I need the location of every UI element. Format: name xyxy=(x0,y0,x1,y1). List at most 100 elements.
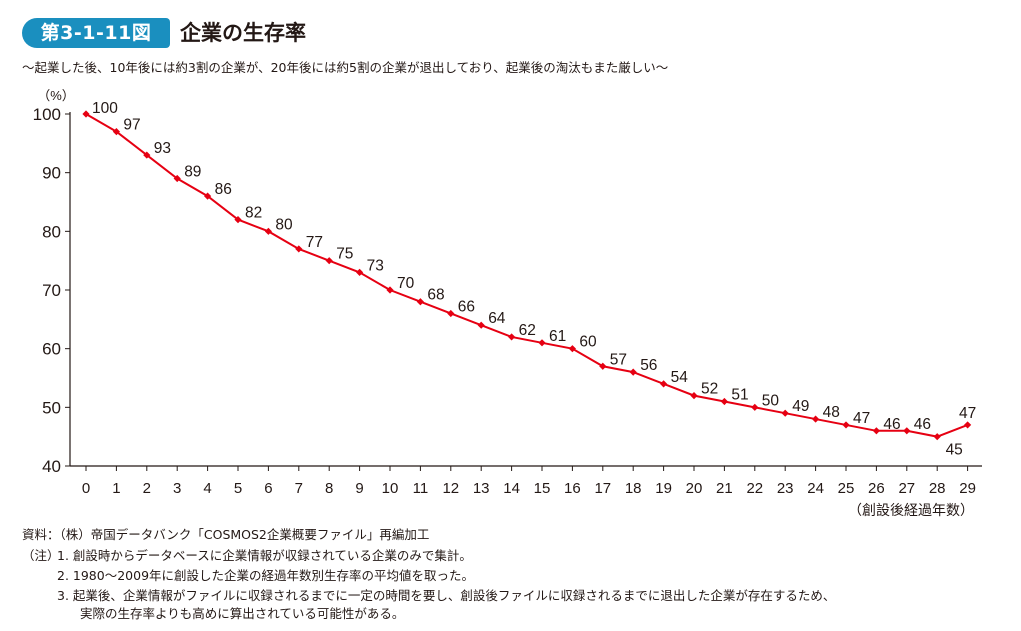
x-tick-label: 29 xyxy=(959,480,976,497)
x-tick-label: 20 xyxy=(686,480,703,497)
data-point-marker xyxy=(872,427,880,435)
data-point-marker xyxy=(720,397,728,406)
data-label: 46 xyxy=(883,416,900,433)
data-label: 61 xyxy=(549,328,566,345)
data-label: 70 xyxy=(397,275,415,292)
data-label: 73 xyxy=(367,257,384,274)
data-point-marker xyxy=(660,380,668,388)
note-3: 3. 起業後、企業情報がファイルに収録されるまでに一定の時間を要し、創設後ファイ… xyxy=(57,588,836,603)
data-label: 97 xyxy=(123,117,140,134)
data-label: 89 xyxy=(184,164,201,181)
data-label: 56 xyxy=(640,357,657,374)
data-point-marker xyxy=(538,339,546,347)
data-point-marker xyxy=(781,409,789,417)
data-label: 57 xyxy=(610,351,627,368)
x-tick-label: 9 xyxy=(355,480,363,497)
data-label: 93 xyxy=(154,140,171,157)
x-tick-label: 28 xyxy=(929,480,946,497)
data-point-marker xyxy=(751,403,759,411)
data-point-marker xyxy=(629,368,637,376)
data-point-marker xyxy=(112,128,120,136)
data-label: 100 xyxy=(92,100,118,117)
data-point-marker xyxy=(599,362,607,370)
figure-number-badge: 第3-1-11図 xyxy=(22,18,170,48)
x-tick-label: 5 xyxy=(234,480,242,497)
data-point-marker xyxy=(842,421,850,429)
data-point-marker xyxy=(964,421,972,429)
data-point-marker xyxy=(82,110,90,118)
data-point-marker xyxy=(143,151,151,159)
y-axis-unit-label: （%） xyxy=(37,88,75,103)
x-tick-label: 25 xyxy=(838,480,855,497)
x-tick-label: 12 xyxy=(442,480,459,497)
data-label: 82 xyxy=(245,205,262,222)
data-label: 75 xyxy=(336,246,353,263)
data-point-marker xyxy=(325,257,333,265)
x-tick-label: 6 xyxy=(264,480,272,497)
x-tick-label: 3 xyxy=(173,480,181,497)
data-point-marker xyxy=(416,298,424,306)
x-tick-label: 13 xyxy=(473,480,490,497)
y-tick-label: 100 xyxy=(33,105,61,124)
data-label: 50 xyxy=(762,392,780,409)
x-tick-label: 4 xyxy=(203,480,211,497)
data-point-marker xyxy=(204,192,212,200)
data-label: 80 xyxy=(275,216,293,233)
data-label: 52 xyxy=(701,381,718,398)
note-2: 2. 1980〜2009年に創設した企業の経過年数別生存率の平均値を取った。 xyxy=(57,568,475,583)
data-label: 60 xyxy=(579,334,597,351)
x-tick-label: 16 xyxy=(564,480,581,497)
y-tick-label: 80 xyxy=(42,222,61,241)
x-tick-label: 8 xyxy=(325,480,333,497)
data-point-marker xyxy=(477,321,485,329)
data-point-marker xyxy=(234,216,242,224)
x-tick-label: 21 xyxy=(716,480,733,497)
data-point-marker xyxy=(264,227,272,235)
chart-title: 企業の生存率 xyxy=(180,21,306,45)
x-tick-label: 7 xyxy=(295,480,303,497)
data-point-marker xyxy=(933,433,941,441)
x-tick-label: 23 xyxy=(777,480,794,497)
data-label: 45 xyxy=(946,442,963,459)
data-label: 64 xyxy=(488,310,506,327)
note-3-continued: 実際の生存率よりも高めに算出されている可能性がある。 xyxy=(80,606,405,621)
x-tick-label: 0 xyxy=(82,480,90,497)
data-label: 66 xyxy=(458,298,475,315)
x-tick-label: 27 xyxy=(898,480,915,497)
x-tick-label: 2 xyxy=(143,480,151,497)
data-label: 47 xyxy=(959,405,976,422)
y-tick-label: 50 xyxy=(42,398,61,417)
data-label: 68 xyxy=(427,287,444,304)
data-label: 46 xyxy=(914,416,931,433)
data-point-marker xyxy=(690,392,698,400)
source-note: 資料：（株）帝国データバンク「COSMOS2企業概要ファイル」再編加工 xyxy=(22,527,430,542)
x-tick-label: 26 xyxy=(868,480,885,497)
chart-subtitle: 〜起業した後、10年後には約3割の企業が、20年後には約5割の企業が退出しており… xyxy=(22,60,669,75)
x-tick-label: 22 xyxy=(746,480,763,497)
data-point-marker xyxy=(356,268,364,276)
x-tick-label: 24 xyxy=(807,480,824,497)
data-label: 77 xyxy=(306,234,323,251)
data-point-marker xyxy=(903,427,911,435)
data-point-marker xyxy=(295,245,303,253)
data-label: 62 xyxy=(519,322,536,339)
y-tick-label: 40 xyxy=(42,457,61,476)
survival-rate-line xyxy=(85,113,968,438)
data-label: 54 xyxy=(671,369,689,386)
y-tick-label: 70 xyxy=(42,281,61,300)
x-tick-label: 17 xyxy=(594,480,611,497)
data-point-marker xyxy=(447,309,455,318)
data-label: 49 xyxy=(792,398,809,415)
data-label: 86 xyxy=(215,181,232,198)
x-tick-label: 19 xyxy=(655,480,672,497)
x-tick-label: 11 xyxy=(413,480,429,497)
data-label: 51 xyxy=(731,386,748,403)
data-label: 48 xyxy=(823,404,840,421)
x-tick-label: 15 xyxy=(534,480,551,497)
x-tick-label: 14 xyxy=(503,480,520,497)
x-tick-label: 1 xyxy=(112,480,120,497)
data-point-marker xyxy=(386,286,394,294)
y-tick-label: 90 xyxy=(42,164,61,183)
x-axis-label: （創設後経過年数） xyxy=(848,502,974,518)
